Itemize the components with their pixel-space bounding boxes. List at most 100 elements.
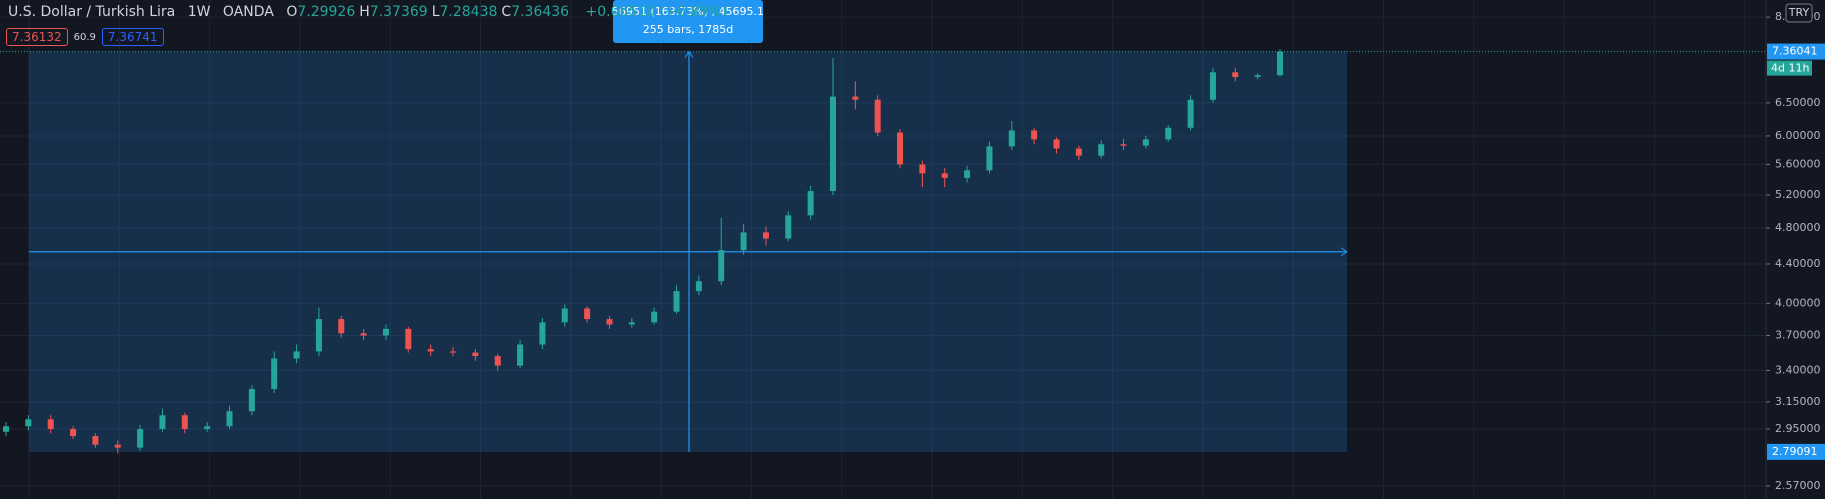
candle-body <box>1053 139 1060 149</box>
candle-body <box>897 132 904 165</box>
candle-body <box>673 291 680 312</box>
candle-body <box>382 328 389 336</box>
candle-body <box>494 356 501 366</box>
candle-body <box>271 358 278 390</box>
countdown-bg <box>1767 60 1812 76</box>
y-tick-label: 6.00000 <box>1775 129 1821 142</box>
candle-body <box>964 170 971 178</box>
candle-body <box>718 250 725 282</box>
ohlc: O7.29926 H7.37369 L7.28438 C7.36436 <box>286 4 573 20</box>
candle-body <box>47 419 54 430</box>
candle-body <box>25 419 32 427</box>
exchange: OANDA <box>222 4 274 20</box>
ohlc-label: H <box>359 4 370 20</box>
candle-body <box>1142 139 1149 146</box>
candle-body <box>1187 99 1194 128</box>
candle-body <box>427 349 434 352</box>
candle-body <box>874 99 881 133</box>
candle-body <box>472 352 479 357</box>
candle-body <box>1277 51 1283 76</box>
candle-body <box>70 429 77 437</box>
candle-body <box>986 146 993 171</box>
candle-body <box>293 351 300 359</box>
y-tick-label: 4.00000 <box>1775 296 1821 309</box>
candle-body <box>606 319 613 325</box>
candle-body <box>785 215 792 239</box>
candle-body <box>181 415 188 430</box>
candle-body <box>1008 130 1015 147</box>
buy-price[interactable]: 7.36741 <box>101 28 164 46</box>
candle-body <box>450 351 457 353</box>
legend: U.S. Dollar / Turkish Lira 1W OANDA O7.2… <box>8 4 735 20</box>
candle-body <box>517 344 524 366</box>
candle-body <box>137 429 144 448</box>
candle-body <box>584 308 591 320</box>
y-tick-label: 4.40000 <box>1775 257 1821 270</box>
ohlc-label: C <box>501 4 512 20</box>
candle-body <box>159 415 166 430</box>
ohlc-value: 7.37369 <box>369 4 428 20</box>
ohlc-value: 7.29926 <box>297 4 356 20</box>
candle-body <box>852 96 859 100</box>
candle-body <box>1075 148 1082 156</box>
candle-body <box>740 232 747 251</box>
y-tick-label: 3.70000 <box>1775 329 1821 342</box>
candle-body <box>807 191 814 216</box>
price-label-bg <box>1767 443 1825 460</box>
arrow-head <box>684 50 694 58</box>
spread: 60.9 <box>73 31 96 43</box>
y-tick-label: 3.15000 <box>1775 395 1821 408</box>
candle-body <box>405 328 412 350</box>
arrow-head <box>1340 247 1348 257</box>
candle-body <box>1254 75 1261 78</box>
candle-body <box>941 173 948 178</box>
last-price-label: 7.36041 <box>1772 45 1818 58</box>
measure-from-label: 2.79091 <box>1772 445 1818 458</box>
candle-body <box>3 426 9 432</box>
candle-body <box>92 436 99 445</box>
currency-box <box>1785 3 1813 23</box>
candle-body <box>762 232 769 239</box>
y-tick-label: 5.20000 <box>1775 188 1821 201</box>
candle-body <box>1232 72 1239 78</box>
candle-body <box>628 322 635 325</box>
measure-label: 56951 (163.73%) , 45695.1 <box>612 5 764 18</box>
y-tick-label: 5.60000 <box>1775 157 1821 170</box>
countdown: 4d 11h <box>1771 62 1809 75</box>
candle-body <box>919 164 926 174</box>
candle-body <box>248 389 255 412</box>
y-tick-label: 4.80000 <box>1775 221 1821 234</box>
y-tick-label: 3.40000 <box>1775 363 1821 376</box>
ohlc-value: 7.28438 <box>439 4 498 20</box>
candle-body <box>360 333 367 336</box>
ohlc-label: O <box>286 4 298 20</box>
ohlc-value: 7.36436 <box>511 4 570 20</box>
candle-body <box>829 96 836 192</box>
candle-body <box>695 281 702 292</box>
candle-body <box>651 311 658 323</box>
candle-body <box>338 319 345 334</box>
candle-body <box>204 426 211 430</box>
currency: TRY <box>1788 6 1810 19</box>
candle-body <box>1209 72 1216 100</box>
y-tick-label: 6.50000 <box>1775 96 1821 109</box>
measure-span: 255 bars, 1785d <box>643 23 733 36</box>
y-tick-label: 2.57000 <box>1775 479 1821 492</box>
candle-body <box>1165 127 1172 140</box>
interval: 1W <box>187 4 211 20</box>
candle-body <box>114 444 121 448</box>
candle-body <box>1120 144 1127 146</box>
sell-price[interactable]: 7.36132 <box>6 28 68 46</box>
candle-body <box>226 411 233 427</box>
trade-row: 7.36132 60.9 7.36741 <box>6 28 164 46</box>
candle-body <box>315 319 322 352</box>
price-label-bg <box>1767 43 1825 60</box>
change: +0.06510 (+0.89%) <box>585 4 727 20</box>
symbol: U.S. Dollar / Turkish Lira <box>8 4 176 20</box>
y-tick-label: 2.95000 <box>1775 422 1821 435</box>
ohlc-label: L <box>431 4 440 20</box>
candle-body <box>539 322 546 345</box>
candle-body <box>1031 130 1038 140</box>
